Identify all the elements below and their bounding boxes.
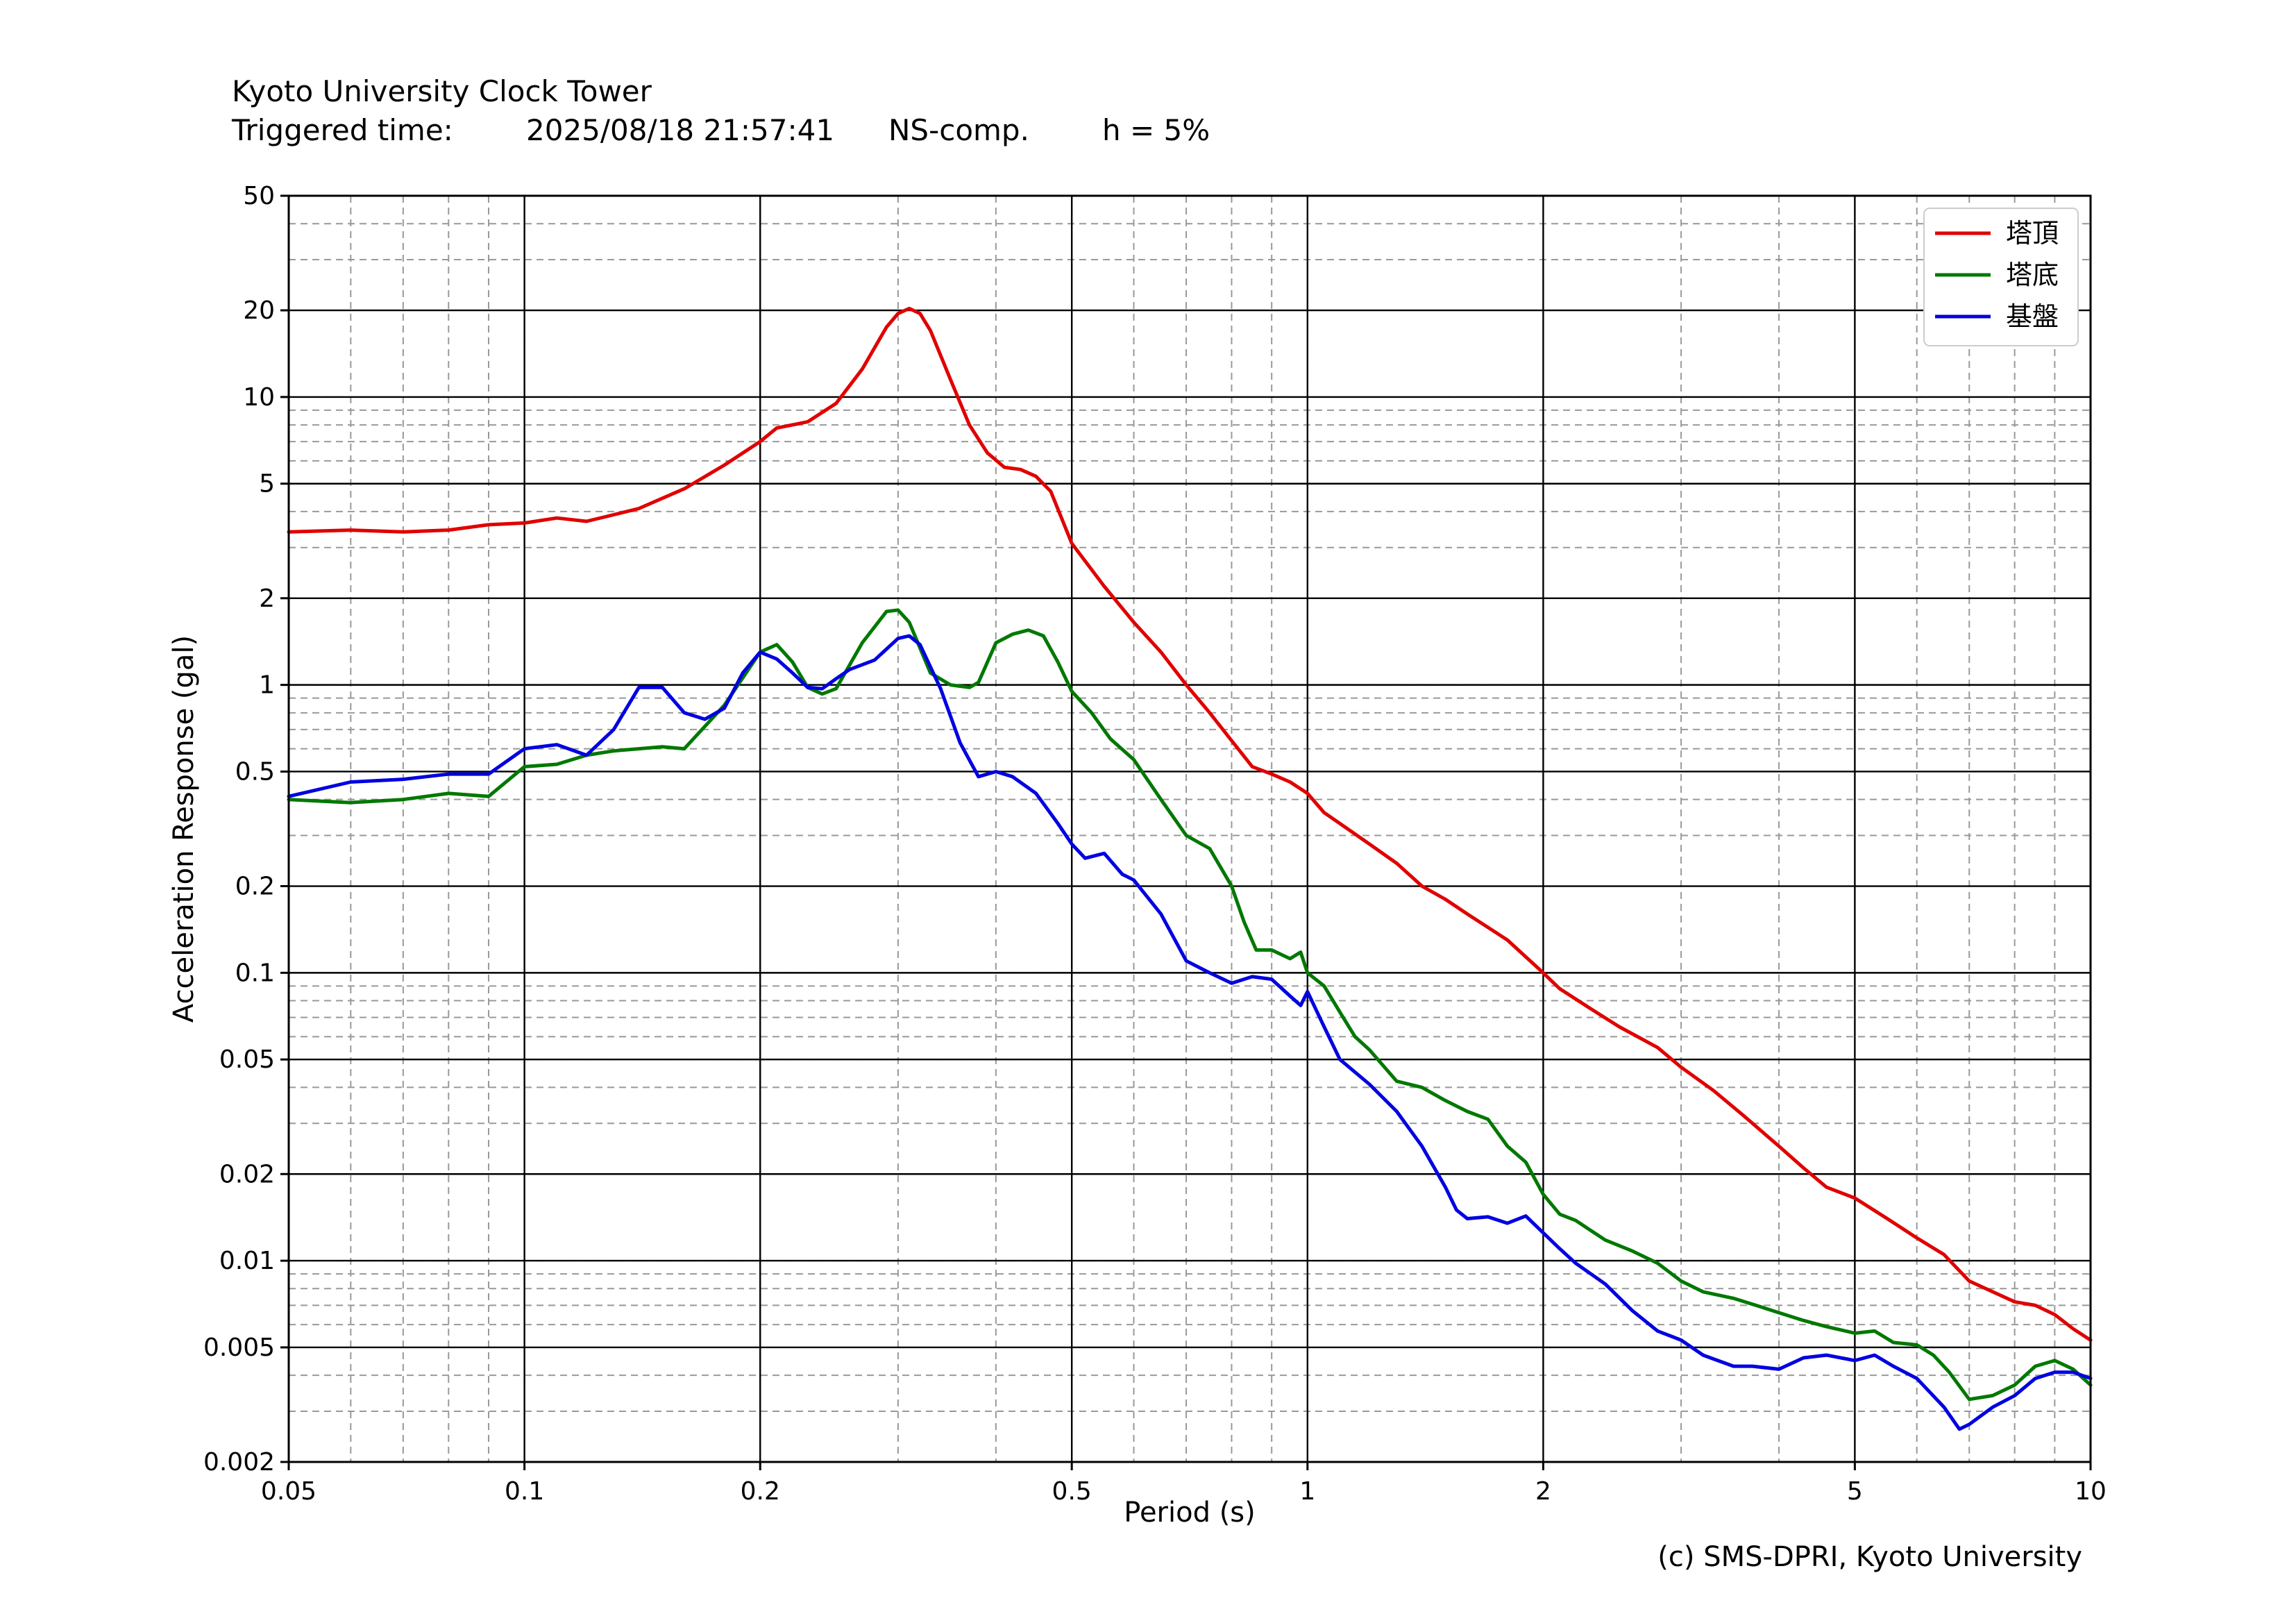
y-tick-label: 0.02 [219,1160,275,1188]
y-tick-label: 20 [243,296,275,325]
x-tick-label: 0.2 [741,1477,780,1506]
y-tick-label: 2 [259,585,275,613]
series-line-3 [287,634,2093,1431]
minor-grid [289,196,2091,1462]
y-tick-label: 0.1 [235,959,275,987]
legend-label: 塔頂 [2006,218,2059,249]
y-axis-label: Acceleration Response (gal) [168,635,200,1023]
x-tick-label: 2 [1535,1477,1551,1506]
x-tick-label: 0.5 [1052,1477,1092,1506]
series-layer [287,306,2093,1431]
y-tick-label: 5 [259,470,275,498]
legend-box [1923,208,2079,346]
triggered-label: Triggered time: [232,113,453,147]
triggered-value: 2025/08/18 21:57:41 [526,113,835,147]
y-tick-label: 0.2 [235,873,275,901]
x-tick-label: 1 [1299,1477,1315,1506]
damping-label: h = 5% [1102,113,1210,147]
y-tick-label: 0.5 [235,757,275,786]
x-axis-label: Period (s) [1124,1497,1256,1529]
x-tick-label: 0.05 [261,1477,316,1506]
y-tick-label: 0.005 [203,1334,275,1362]
x-tick-label: 0.1 [505,1477,544,1506]
major-grid [287,194,2092,1463]
y-tick-label: 1 [259,671,275,700]
plot-frame [287,194,2092,1463]
credit-text: (c) SMS-DPRI, Kyoto University [1657,1541,2082,1573]
legend-label: 塔底 [2006,260,2059,290]
legend-label: 基盤 [2006,301,2059,332]
chart-header: Kyoto University Clock Tower Triggered t… [232,72,1210,150]
y-tick-label: 0.002 [203,1448,275,1477]
chart-title: Kyoto University Clock Tower [232,74,652,108]
series-line-2 [287,608,2093,1402]
component-label: NS-comp. [888,113,1029,147]
x-tick-label: 10 [2075,1477,2107,1506]
y-axis-ticks: 0.002 0.005 0.01 0.02 0.05 0.1 0.2 0.5 1 2 5 10 20 50 [203,182,289,1477]
y-tick-label: 0.01 [219,1247,275,1275]
x-tick-label: 5 [1847,1477,1863,1506]
header-meta: Triggered time: 2025/08/18 21:57:41 NS-com… [232,111,1210,150]
series-line-1 [287,306,2093,1342]
y-tick-label: 50 [243,182,275,210]
y-tick-label: 0.05 [219,1045,275,1074]
x-axis-ticks: 0.05 0.1 0.2 0.5 1 2 5 10 [261,1462,2107,1506]
y-tick-label: 10 [243,383,275,412]
